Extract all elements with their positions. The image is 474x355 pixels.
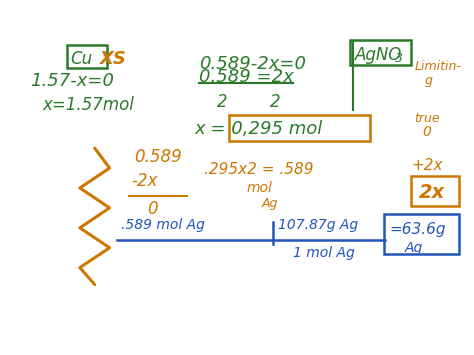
Text: 0.589-2x=0: 0.589-2x=0 — [199, 55, 306, 73]
Text: +2x: +2x — [411, 158, 443, 173]
Text: 3: 3 — [395, 53, 402, 65]
Text: Cu: Cu — [70, 50, 92, 69]
Text: 0: 0 — [422, 125, 431, 139]
Text: AgNO: AgNO — [355, 45, 402, 64]
Text: true: true — [414, 112, 440, 125]
Text: Limitin-: Limitin- — [414, 60, 461, 73]
Text: 1 mol Ag: 1 mol Ag — [292, 246, 355, 260]
Text: 0: 0 — [147, 200, 158, 218]
Text: x = 0,295 mol: x = 0,295 mol — [195, 120, 323, 138]
Text: -2x: -2x — [131, 172, 158, 190]
Text: 2: 2 — [270, 93, 281, 111]
Text: .295x2 = .589: .295x2 = .589 — [204, 162, 313, 177]
Text: .589 mol Ag: .589 mol Ag — [121, 218, 205, 232]
Text: 2x: 2x — [419, 183, 445, 202]
Text: mol: mol — [246, 181, 272, 195]
Text: Ag: Ag — [262, 197, 278, 210]
Text: Ag: Ag — [404, 241, 423, 255]
Text: x=1.57mol: x=1.57mol — [42, 96, 134, 114]
Text: 2: 2 — [217, 93, 227, 111]
Text: 0.589: 0.589 — [134, 148, 182, 166]
Text: 107.87g Ag: 107.87g Ag — [278, 218, 358, 232]
Text: XS: XS — [100, 50, 127, 69]
Text: 1.57-x=0: 1.57-x=0 — [30, 72, 114, 91]
Text: g: g — [424, 75, 432, 87]
Text: 0.589 =2x: 0.589 =2x — [199, 69, 293, 86]
Text: =63.6g: =63.6g — [390, 222, 446, 237]
